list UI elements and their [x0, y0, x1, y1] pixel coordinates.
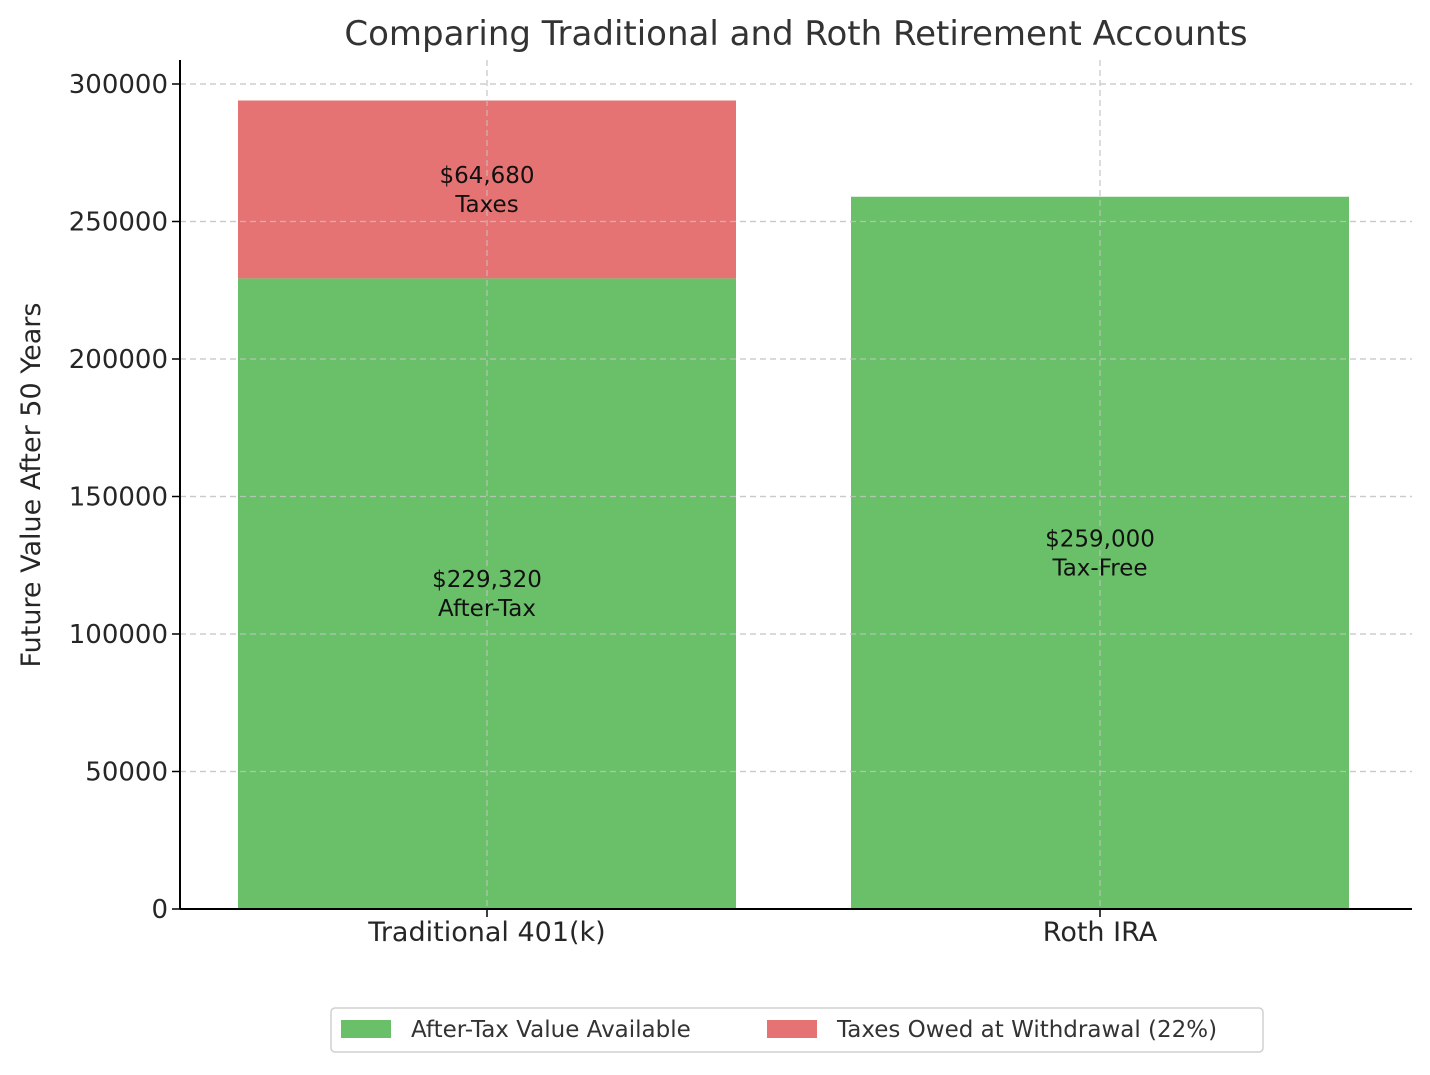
- legend: After-Tax Value Available Taxes Owed at W…: [330, 1007, 1264, 1053]
- legend-swatch: [767, 1020, 817, 1038]
- y-tick-label: 0: [151, 895, 168, 925]
- y-tick-label: 250000: [69, 208, 168, 238]
- bar-data-label: $259,000: [1045, 526, 1155, 552]
- bars-layer: [180, 60, 1412, 909]
- axes-layer: 0 50000 100000 150000 200000 250000 300000 Trad…: [69, 60, 1412, 948]
- bar-data-label: Taxes: [454, 192, 518, 218]
- legend-label: Taxes Owed at Withdrawal (22%): [836, 1017, 1217, 1043]
- legend-swatch: [341, 1020, 391, 1038]
- y-tick-label: 50000: [85, 758, 168, 788]
- y-tick-label: 200000: [69, 345, 168, 375]
- bar-data-label: After-Tax: [438, 596, 536, 622]
- x-tick-label: Traditional 401(k): [367, 917, 605, 948]
- y-axis-label: Future Value After 50 Years: [16, 303, 47, 668]
- bar-data-label: $229,320: [432, 567, 542, 593]
- labels-layer: $229,320 After-Tax $64,680 Taxes $259,000 Tax…: [432, 163, 1155, 622]
- bar-data-label: Tax-Free: [1051, 555, 1147, 581]
- y-tick-label: 100000: [69, 620, 168, 650]
- chart-title: Comparing Traditional and Roth Retiremen…: [344, 14, 1247, 54]
- x-tick-label: Roth IRA: [1043, 917, 1158, 948]
- y-tick-label: 150000: [69, 483, 168, 513]
- bar-data-label: $64,680: [439, 163, 534, 189]
- legend-label: After-Tax Value Available: [411, 1017, 691, 1043]
- y-tick-label: 300000: [69, 70, 168, 100]
